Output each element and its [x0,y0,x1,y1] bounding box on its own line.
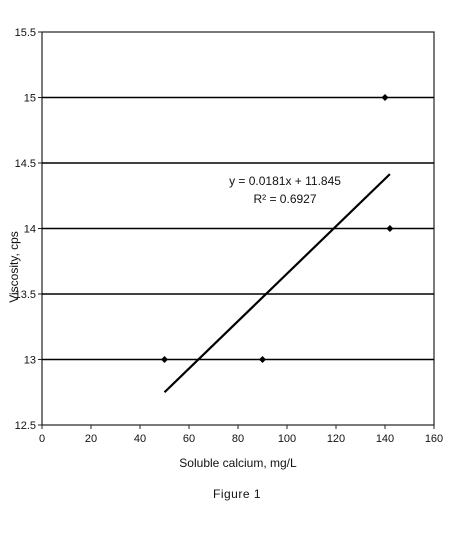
x-tick-label: 80 [232,433,244,445]
y-tick-label: 12.5 [15,420,36,432]
y-axis-ticks: 12.5 13 13.5 14 14.5 15 15.5 [15,27,42,432]
y-tick-label: 13 [24,355,36,367]
x-tick-label: 0 [39,433,45,445]
figure-caption: Figure 1 [212,487,262,501]
x-tick-label: 60 [183,433,195,445]
x-tick-label: 100 [278,433,296,445]
x-tick-label: 160 [425,433,443,445]
data-points [161,94,394,363]
x-axis-ticks: 0 20 40 60 80 100 120 140 160 [39,425,443,445]
trendline [163,173,391,394]
y-tick-label: 13.5 [15,289,36,301]
x-tick-label: 40 [134,433,146,445]
x-tick-label: 140 [376,433,394,445]
y-tick-label: 14.5 [15,158,36,170]
gridlines [42,96,434,361]
y-tick-label: 14 [24,224,36,236]
y-tick-label: 15.5 [15,27,36,39]
data-point [161,356,168,363]
trendline-r2: R² = 0.6927 [253,192,316,206]
data-point [381,94,389,101]
x-tick-label: 120 [327,433,345,445]
x-tick-label: 20 [85,433,97,445]
trendline-group [163,173,391,394]
x-axis-title: Soluble calcium, mg/L [179,456,297,470]
data-point [386,225,394,232]
y-tick-label: 15 [24,93,36,105]
trendline-equation: y = 0.0181x + 11.845 [229,174,341,188]
data-point [259,356,266,363]
y-axis-title: Viscosity, cps [7,231,21,303]
